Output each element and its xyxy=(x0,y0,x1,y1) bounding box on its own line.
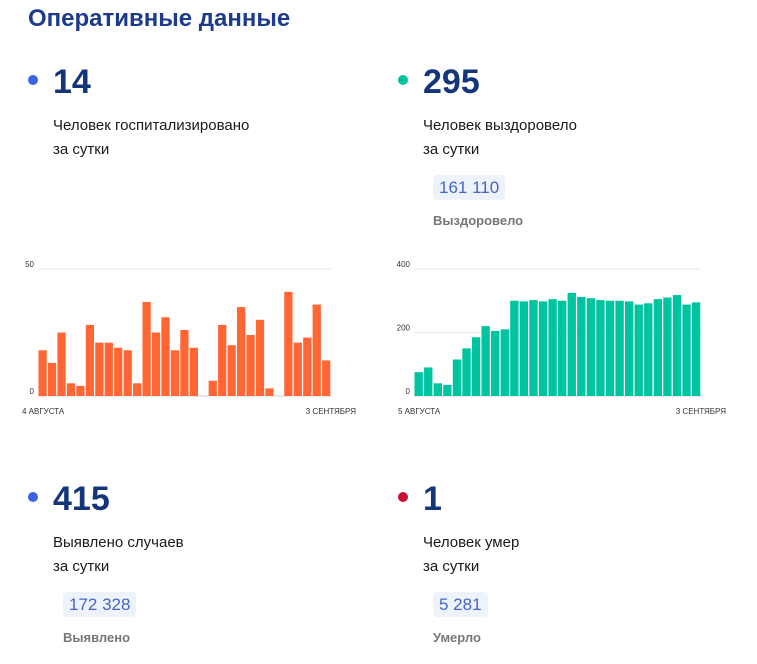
recovered-label: Человек выздоровело xyxy=(423,117,577,134)
chart-bar xyxy=(47,362,57,396)
deaths-caption: Умерло xyxy=(433,630,481,645)
chart-bar xyxy=(538,301,548,396)
chart-bar xyxy=(452,359,462,396)
deaths-period: за сутки xyxy=(423,558,480,575)
chart-bar xyxy=(265,388,274,396)
chart-bar xyxy=(95,342,104,396)
chart-bar xyxy=(596,300,605,396)
hospitalized-value: 14 xyxy=(53,63,91,101)
chart-bar xyxy=(414,372,423,396)
recovered-bar-chart: 0 200 400 5 АВГУСТА 3 СЕНТЯБРЯ xyxy=(397,260,727,416)
chart-bar xyxy=(133,383,142,396)
chart-bar xyxy=(577,296,586,396)
chart-bar xyxy=(424,367,433,396)
chart-bar xyxy=(462,348,471,396)
chart-bar xyxy=(66,383,76,396)
teal-dot-icon xyxy=(398,75,408,85)
chart-bar xyxy=(471,337,481,396)
chart-bar xyxy=(634,304,643,396)
chart-bar xyxy=(519,301,529,396)
chart-bar xyxy=(691,302,701,396)
x-end-label: 3 СЕНТЯБРЯ xyxy=(306,407,356,416)
chart-bar xyxy=(567,292,576,396)
blue-dot-icon xyxy=(28,75,38,85)
cases-total-badge: 172 328 xyxy=(63,592,137,617)
cases-period: за сутки xyxy=(53,558,110,575)
chart-bar xyxy=(303,337,312,396)
chart-bar xyxy=(227,345,236,396)
chart-bar xyxy=(663,297,672,396)
chart-bar xyxy=(151,332,161,396)
recovered-value: 295 xyxy=(423,63,480,101)
recovered-chart: 0 200 400 5 АВГУСТА 3 СЕНТЯБРЯ xyxy=(385,260,730,422)
y-tick-label: 50 xyxy=(25,260,34,269)
chart-bar xyxy=(443,384,452,396)
chart-bar xyxy=(605,300,615,396)
page-title: Оперативные данные xyxy=(28,5,291,32)
recovered-period: за сутки xyxy=(423,141,480,158)
hospitalized-chart: 0 50 4 АВГУСТА 3 СЕНТЯБРЯ xyxy=(15,260,360,422)
chart-bar xyxy=(161,317,170,396)
chart-bar xyxy=(218,324,227,396)
deaths-value: 1 xyxy=(423,480,442,518)
chart-bar xyxy=(615,300,624,396)
blue-dot-icon xyxy=(28,492,38,502)
chart-bar xyxy=(85,324,95,396)
cases-caption: Выявлено xyxy=(63,630,131,645)
x-start-label: 5 АВГУСТА xyxy=(398,407,441,416)
y-tick-label: 0 xyxy=(406,387,411,396)
chart-bar xyxy=(76,385,85,396)
chart-bar xyxy=(293,342,302,396)
recovered-total-badge: 161 110 xyxy=(433,175,506,200)
chart-bar xyxy=(433,383,442,396)
deaths-total-badge: 5 281 xyxy=(433,592,488,617)
red-dot-icon xyxy=(398,492,408,502)
chart-bar xyxy=(189,347,198,396)
hospitalized-label: Человек госпитализировано xyxy=(53,117,250,134)
hospitalized-bar-chart: 0 50 4 АВГУСТА 3 СЕНТЯБРЯ xyxy=(22,260,356,416)
chart-bar xyxy=(548,299,557,396)
chart-bar xyxy=(682,304,691,396)
chart-bar xyxy=(123,350,132,396)
chart-bar xyxy=(322,360,331,396)
chart-bar xyxy=(284,291,293,396)
deaths-label: Человек умер xyxy=(423,534,520,551)
cases-value: 415 xyxy=(53,480,110,518)
chart-bar xyxy=(57,332,66,396)
chart-bar xyxy=(672,295,682,396)
y-tick-label: 400 xyxy=(397,260,411,269)
chart-bar xyxy=(142,302,151,396)
chart-bar xyxy=(491,330,500,396)
chart-bar xyxy=(114,347,123,396)
chart-bar xyxy=(236,307,246,396)
chart-bar xyxy=(180,329,189,396)
chart-bar xyxy=(624,301,634,396)
y-tick-label: 0 xyxy=(30,387,35,396)
chart-bar xyxy=(312,304,321,396)
chart-bar xyxy=(644,303,653,396)
recovered-caption: Выздоровело xyxy=(433,213,524,228)
chart-bar xyxy=(104,342,113,396)
chart-bar xyxy=(208,380,217,396)
x-start-label: 4 АВГУСТА xyxy=(22,407,65,416)
chart-bar xyxy=(170,350,180,396)
chart-bar xyxy=(653,299,663,396)
hospitalized-period: за сутки xyxy=(53,141,110,158)
chart-bar xyxy=(38,350,47,396)
chart-bar xyxy=(500,329,509,396)
x-end-label: 3 СЕНТЯБРЯ xyxy=(676,407,726,416)
chart-bar xyxy=(255,319,265,396)
chart-bar xyxy=(558,300,567,396)
chart-bar xyxy=(481,326,490,396)
chart-bar xyxy=(510,300,519,396)
cases-label: Выявлено случаев xyxy=(53,534,184,551)
chart-bar xyxy=(529,300,538,396)
y-tick-label: 200 xyxy=(397,324,411,333)
chart-bar xyxy=(586,298,596,396)
chart-bar xyxy=(246,335,255,396)
